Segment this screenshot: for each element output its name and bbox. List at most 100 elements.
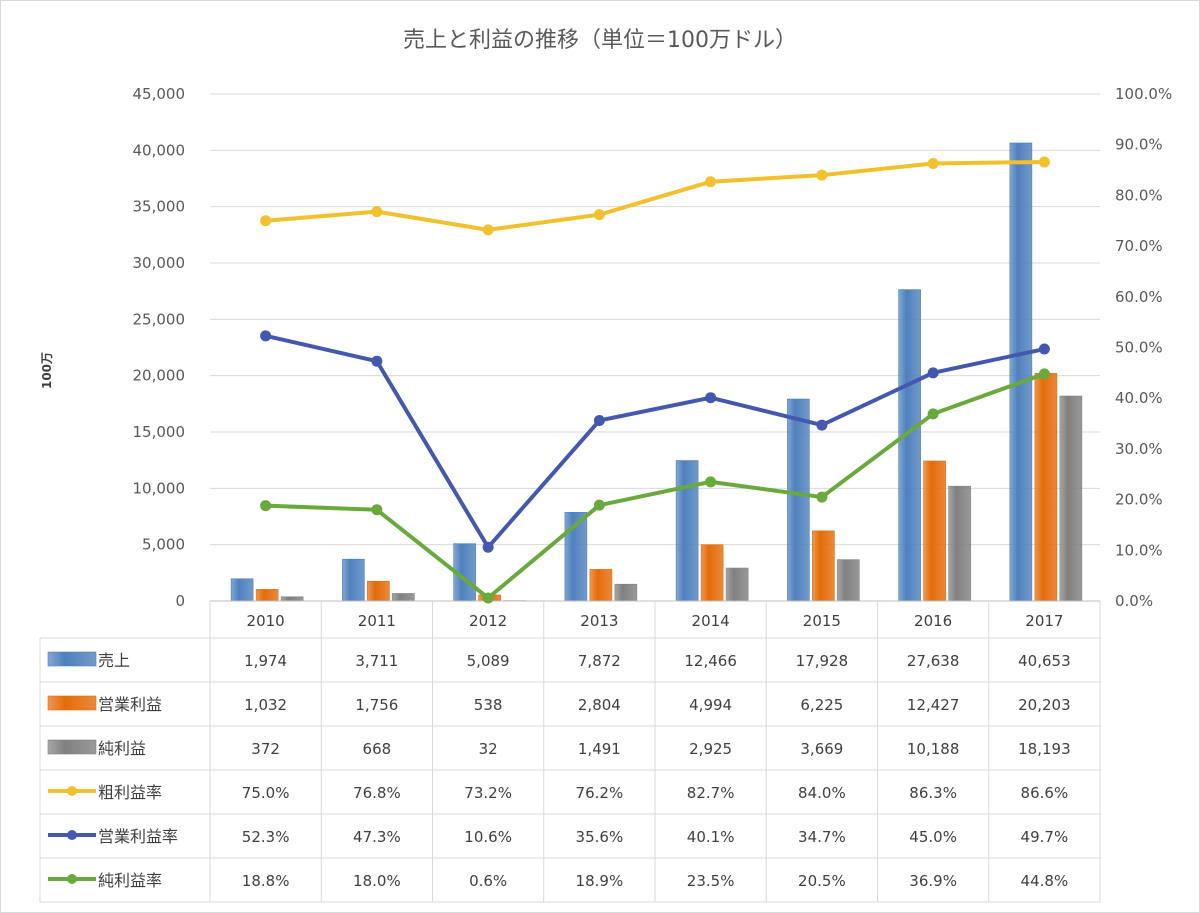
table-cell: 4,994	[689, 696, 732, 714]
line-point	[593, 499, 605, 511]
y2-tick-label: 20.0%	[1115, 491, 1163, 509]
table-cell: 86.6%	[1021, 784, 1069, 802]
y2-tick-label: 30.0%	[1115, 440, 1163, 458]
table-cell: 2,804	[578, 696, 621, 714]
table-cell: 3,711	[355, 652, 398, 670]
line-point	[260, 500, 272, 512]
table-cell: 10.6%	[464, 828, 512, 846]
table-cell: 47.3%	[353, 828, 401, 846]
table-cell: 32	[479, 740, 498, 758]
table-cell: 1,756	[355, 696, 398, 714]
legend-swatch	[47, 695, 97, 711]
series-line	[265, 371, 1046, 600]
bar	[675, 460, 699, 602]
table-cell: 1,974	[244, 652, 287, 670]
bar	[725, 567, 749, 602]
line-point	[482, 224, 494, 236]
x-tick-label: 2013	[580, 612, 618, 630]
table-cell: 73.2%	[464, 784, 512, 802]
line-point	[260, 215, 272, 227]
y2-tick-label: 100.0%	[1115, 85, 1172, 103]
y2-tick-label: 70.0%	[1115, 237, 1163, 255]
line-point	[1038, 343, 1050, 355]
line-point	[705, 392, 717, 404]
table-cell: 12,466	[684, 652, 737, 670]
table-cell: 76.8%	[353, 784, 401, 802]
line-point	[593, 209, 605, 221]
line-point	[371, 355, 383, 367]
table-cell: 18.9%	[576, 872, 624, 890]
bar	[342, 558, 365, 602]
table-cell: 52.3%	[242, 828, 290, 846]
bar	[230, 578, 254, 602]
line-point	[1038, 368, 1050, 380]
legend-swatch-point	[67, 830, 77, 840]
table-cell: 45.0%	[909, 828, 957, 846]
y2-tick-label: 80.0%	[1115, 186, 1163, 204]
x-tick-label: 2015	[803, 612, 841, 630]
table-cell: 6,225	[800, 696, 843, 714]
y-tick-label: 30,000	[133, 254, 186, 272]
y-tick-label: 0	[175, 592, 185, 610]
line-point	[593, 415, 605, 427]
y2-tick-label: 60.0%	[1115, 288, 1163, 306]
table-cell: 18,193	[1018, 740, 1071, 758]
y-tick-label: 10,000	[133, 479, 186, 497]
table-cell: 40,653	[1018, 652, 1071, 670]
series-line	[265, 333, 1045, 550]
legend-label: 純利益	[98, 739, 146, 758]
line-point	[705, 476, 717, 488]
legend-swatch	[47, 739, 97, 755]
x-tick-label: 2017	[1025, 612, 1063, 630]
table-cell: 538	[474, 696, 503, 714]
line-point	[260, 330, 272, 342]
bar	[1009, 142, 1033, 602]
table-cell: 20,203	[1018, 696, 1071, 714]
bar	[948, 485, 971, 602]
table-cell: 40.1%	[687, 828, 735, 846]
chart-title: 売上と利益の推移（単位＝100万ドル）	[403, 28, 797, 53]
bar	[923, 460, 946, 602]
y2-tick-label: 10.0%	[1115, 541, 1163, 559]
y2-tick-label: 90.0%	[1115, 136, 1163, 154]
table-cell: 18.0%	[353, 872, 401, 890]
legend-swatch-point	[67, 874, 77, 884]
table-cell: 1,491	[578, 740, 621, 758]
table-cell: 0.6%	[469, 872, 507, 890]
table-cell: 86.3%	[909, 784, 957, 802]
table-cell: 2,925	[689, 740, 732, 758]
bar	[280, 596, 304, 602]
line-point	[705, 176, 717, 188]
bar	[255, 589, 279, 602]
legend-label: 営業利益	[98, 695, 162, 714]
line-point	[1038, 156, 1050, 168]
table-cell: 12,427	[907, 696, 960, 714]
bar	[898, 289, 921, 602]
bar	[700, 544, 724, 602]
table-cell: 49.7%	[1021, 828, 1069, 846]
table-cell: 1,032	[244, 696, 287, 714]
table-cell: 372	[251, 740, 280, 758]
legend-label: 売上	[98, 651, 130, 670]
bar	[589, 569, 613, 602]
y-tick-label: 35,000	[133, 198, 186, 216]
table-cell: 7,872	[578, 652, 621, 670]
table-cell: 76.2%	[576, 784, 624, 802]
legend-swatch	[47, 651, 97, 667]
bar	[787, 398, 810, 602]
y-tick-label: 15,000	[133, 423, 186, 441]
y-tick-label: 45,000	[133, 85, 186, 103]
line-point	[816, 491, 828, 503]
table-cell: 18.8%	[242, 872, 290, 890]
y2-tick-label: 0.0%	[1115, 592, 1153, 610]
line-point	[371, 206, 383, 218]
bar	[812, 530, 835, 602]
y-tick-label: 25,000	[133, 310, 186, 328]
bar	[614, 583, 638, 602]
x-tick-label: 2012	[469, 612, 507, 630]
table-cell: 44.8%	[1021, 872, 1069, 890]
table-cell: 668	[363, 740, 392, 758]
table-cell: 75.0%	[242, 784, 290, 802]
table-cell: 20.5%	[798, 872, 846, 890]
y2-tick-label: 50.0%	[1115, 339, 1163, 357]
